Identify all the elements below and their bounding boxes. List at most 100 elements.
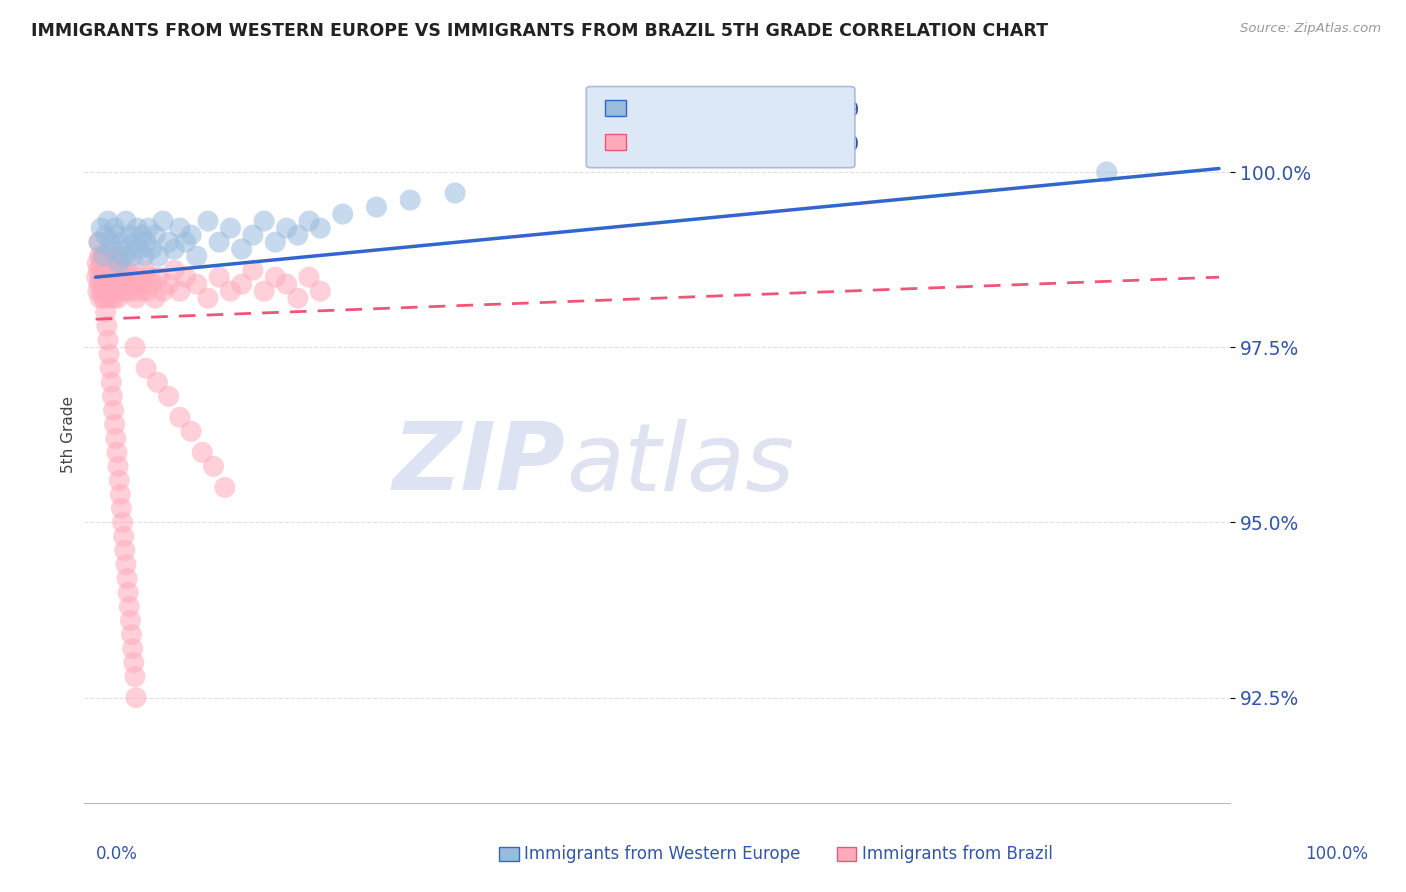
Point <box>122 656 145 670</box>
Point <box>110 487 132 501</box>
Point <box>98 277 121 292</box>
Point <box>87 235 110 249</box>
Text: IMMIGRANTS FROM WESTERN EUROPE VS IMMIGRANTS FROM BRAZIL 5TH GRADE CORRELATION C: IMMIGRANTS FROM WESTERN EUROPE VS IMMIGR… <box>31 22 1047 40</box>
Point <box>169 410 191 425</box>
Point <box>101 277 124 292</box>
Point <box>104 284 127 298</box>
Point <box>105 445 128 459</box>
Point <box>121 284 143 298</box>
Point <box>96 319 118 334</box>
Point <box>90 270 112 285</box>
Point <box>197 214 219 228</box>
Point <box>128 242 150 256</box>
Point <box>264 235 287 249</box>
Point <box>146 376 169 390</box>
Point <box>242 228 264 243</box>
Point <box>132 277 155 292</box>
Point <box>107 459 129 474</box>
Point <box>87 263 110 277</box>
Point <box>117 284 139 298</box>
Point <box>276 277 298 292</box>
Point <box>131 228 153 243</box>
Point <box>87 235 110 249</box>
Point <box>107 249 129 263</box>
Point <box>105 228 128 243</box>
Point <box>309 221 332 235</box>
Point <box>112 249 135 263</box>
Point <box>93 249 115 263</box>
Point <box>101 242 124 256</box>
Point <box>125 291 148 305</box>
Point <box>111 284 134 298</box>
Point <box>115 214 138 228</box>
Text: 0.0%: 0.0% <box>96 845 138 863</box>
Point <box>114 543 136 558</box>
Point <box>136 284 159 298</box>
Point <box>231 277 253 292</box>
Point <box>103 249 125 263</box>
Point <box>180 425 202 439</box>
Point <box>108 256 131 270</box>
Point <box>124 235 146 249</box>
Point <box>91 277 114 292</box>
Point <box>96 263 118 277</box>
Point <box>110 263 132 277</box>
Point <box>98 249 121 263</box>
Point <box>169 221 191 235</box>
Point <box>138 221 160 235</box>
Point <box>115 277 138 292</box>
Point <box>105 263 128 277</box>
Point <box>114 256 136 270</box>
Point <box>117 585 139 599</box>
Text: Immigrants from Western Europe: Immigrants from Western Europe <box>524 845 801 863</box>
Point <box>148 249 170 263</box>
Point <box>120 228 142 243</box>
Point <box>87 284 110 298</box>
Point <box>97 263 120 277</box>
Point <box>87 277 110 292</box>
Point <box>197 291 219 305</box>
Point <box>135 361 157 376</box>
Point <box>141 242 163 256</box>
Point <box>121 249 143 263</box>
Point <box>287 291 309 305</box>
Point <box>96 249 118 263</box>
Point <box>118 599 141 614</box>
Point <box>90 284 112 298</box>
Point <box>127 221 149 235</box>
Point <box>444 186 467 200</box>
Point <box>107 291 129 305</box>
Point <box>148 270 170 285</box>
Point <box>399 193 422 207</box>
Point <box>174 235 197 249</box>
Point <box>298 270 321 285</box>
Point <box>120 614 142 628</box>
Point <box>298 214 321 228</box>
Point <box>97 284 120 298</box>
Text: R = 0.016   N = 120: R = 0.016 N = 120 <box>636 135 859 153</box>
Point <box>124 340 146 354</box>
Point <box>93 291 115 305</box>
Point <box>169 284 191 298</box>
Point <box>104 270 127 285</box>
Point <box>127 270 149 285</box>
Point <box>219 284 242 298</box>
Point <box>93 291 115 305</box>
Point <box>152 214 174 228</box>
Point <box>110 501 132 516</box>
Point <box>214 480 236 494</box>
Text: 100.0%: 100.0% <box>1305 845 1368 863</box>
Point <box>253 214 276 228</box>
Point <box>112 529 135 543</box>
Point <box>135 235 157 249</box>
Point <box>219 221 242 235</box>
Point <box>332 207 354 221</box>
Point <box>141 277 163 292</box>
Point <box>276 221 298 235</box>
Point <box>104 221 127 235</box>
Point <box>117 242 139 256</box>
Point <box>101 263 124 277</box>
Point <box>186 277 208 292</box>
Text: R = 0.460   N =  49: R = 0.460 N = 49 <box>636 101 859 120</box>
Point <box>89 249 111 263</box>
